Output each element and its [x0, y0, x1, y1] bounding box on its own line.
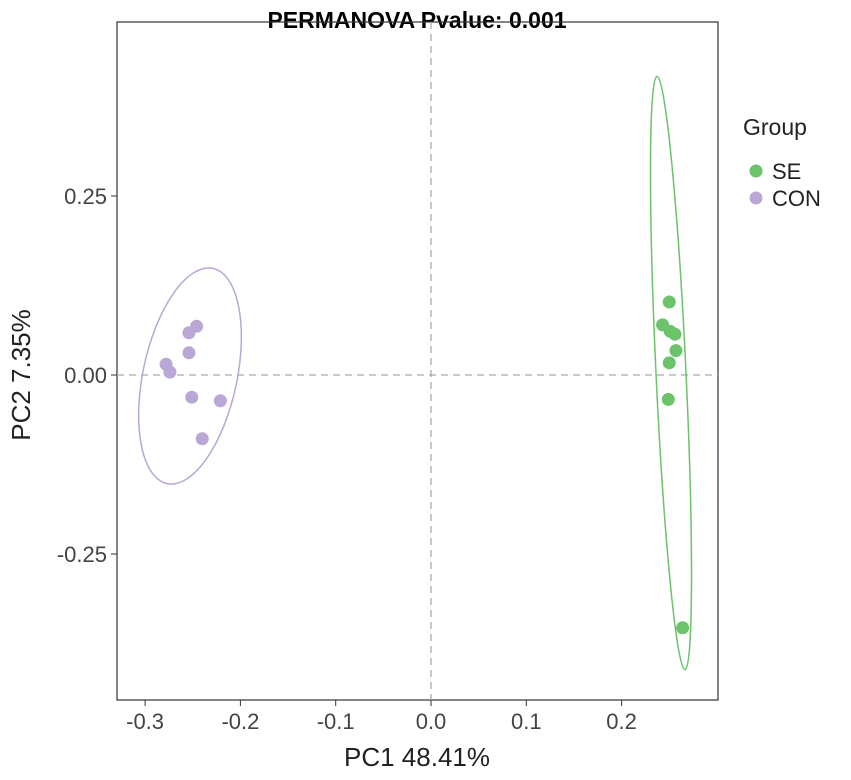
point-con — [182, 346, 196, 360]
point-con — [213, 394, 227, 408]
point-se — [662, 356, 676, 370]
point-se — [669, 344, 683, 358]
plot-panel — [116, 21, 719, 701]
legend-key-con — [749, 191, 763, 205]
point-se — [661, 392, 675, 406]
point-con — [195, 432, 209, 446]
point-con — [182, 326, 196, 340]
point-se — [676, 621, 690, 635]
x-tick-label: 0.0 — [416, 709, 447, 734]
point-con — [163, 365, 177, 379]
legend-title: Group — [743, 114, 807, 140]
y-tick-label: 0.00 — [64, 363, 107, 388]
y-tick-label: 0.25 — [64, 184, 107, 209]
point-con — [185, 390, 199, 404]
x-tick-label: -0.3 — [126, 709, 164, 734]
y-tick-label: -0.25 — [57, 542, 107, 567]
legend-label-se: SE — [772, 159, 801, 184]
x-tick-label: 0.2 — [606, 709, 637, 734]
confidence-ellipse-se — [649, 75, 693, 671]
x-axis-label: PC1 48.41% — [344, 742, 490, 772]
x-tick-label: 0.1 — [511, 709, 542, 734]
y-axis-label: PC2 7.35% — [6, 309, 36, 441]
chart-title: PERMANOVA Pvalue: 0.001 — [267, 7, 566, 33]
point-se — [668, 327, 682, 341]
point-se — [662, 295, 676, 309]
x-tick-label: -0.1 — [317, 709, 355, 734]
legend-key-se — [749, 164, 763, 178]
legend-label-con: CON — [772, 186, 821, 211]
confidence-ellipse-con — [137, 267, 243, 485]
x-tick-label: -0.2 — [221, 709, 259, 734]
